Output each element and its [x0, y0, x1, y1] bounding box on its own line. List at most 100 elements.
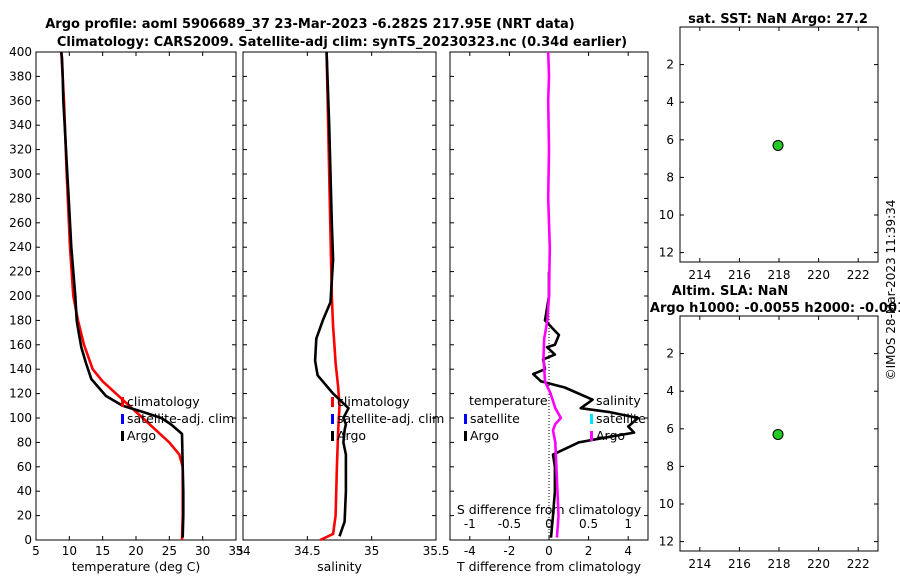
sal-legend-swatch — [331, 431, 334, 441]
figure-title-line1: Argo profile: aoml 5906689_37 23-Mar-202… — [45, 17, 575, 32]
sal-legend-swatch — [331, 414, 334, 424]
temp-xtick-label: 5 — [32, 544, 40, 558]
sla-xtick-label: 214 — [688, 557, 711, 571]
temp-ytick-label: 220 — [9, 265, 32, 279]
sst-xtick-label: 220 — [807, 268, 830, 282]
diff-t-legend-swatch — [464, 414, 467, 424]
temp-ytick-label: 20 — [17, 509, 32, 523]
sal-frame — [242, 51, 437, 541]
temp-legend-label: Argo — [127, 428, 156, 443]
watermark: ©IMOS 28-Mar-2023 11:39:34 — [884, 200, 898, 381]
temp-ytick-label: 400 — [9, 45, 32, 59]
temp-ytick-label: 80 — [17, 435, 32, 449]
diff-xlabel: T difference from climatology — [456, 559, 642, 574]
temp-ytick-label: 100 — [9, 411, 32, 425]
temp-legend-swatch — [121, 414, 124, 424]
sst-ytick-label: 8 — [666, 170, 674, 184]
temp-series-argo — [60, 51, 185, 538]
diff-s-legend-swatch — [590, 431, 593, 441]
diff-s-tick-label: 0 — [545, 517, 553, 531]
diff-series-t-argo — [531, 271, 640, 538]
sla-ytick-label: 12 — [659, 535, 674, 549]
temp-ytick-label: 280 — [9, 191, 32, 205]
sst-ytick-label: 6 — [666, 133, 674, 147]
diff-s-tick-label: 1 — [624, 517, 632, 531]
sst-ytick-label: 12 — [659, 246, 674, 260]
sla-ytick-label: 8 — [666, 459, 674, 473]
diff-t-legend-swatch — [464, 431, 467, 441]
temp-legend-label: satellite-adj. clim — [127, 411, 234, 426]
diff-xtick-label: 0 — [545, 544, 553, 558]
sst-xtick-label: 214 — [688, 268, 711, 282]
temp-ytick-label: 380 — [9, 69, 32, 83]
diff-t-legend-label: satellite — [470, 411, 520, 426]
temp-legend-swatch — [121, 431, 124, 441]
sla-xtick-label: 216 — [728, 557, 751, 571]
figure-title-line2: Climatology: CARS2009. Satellite-adj cli… — [57, 35, 627, 50]
diff-xtick-label: 4 — [624, 544, 632, 558]
temp-ytick-label: 300 — [9, 167, 32, 181]
sst-xtick-label: 216 — [728, 268, 751, 282]
sla-ytick-label: 10 — [659, 497, 674, 511]
diff-s-legend-swatch — [590, 414, 593, 424]
temp-ytick-label: 180 — [9, 313, 32, 327]
diff-t-legend-label: Argo — [470, 428, 499, 443]
sla-ytick-label: 6 — [666, 422, 674, 436]
temp-ytick-label: 120 — [9, 387, 32, 401]
sla-ytick-label: 2 — [666, 347, 674, 361]
sal-xtick-label: 35.5 — [423, 544, 450, 558]
sst-title: sat. SST: NaN Argo: 27.2 — [688, 12, 868, 27]
sal-xtick-label: 34.5 — [294, 544, 321, 558]
sst-xtick-label: 218 — [768, 268, 791, 282]
diff-legend-left-title: temperature — [469, 393, 548, 408]
temp-ytick-label: 260 — [9, 216, 32, 230]
sst-xtick-label: 222 — [847, 268, 870, 282]
sal-xtick-label: 35 — [364, 544, 379, 558]
temp-xtick-label: 20 — [128, 544, 143, 558]
diff-xtick-label: -4 — [464, 544, 476, 558]
sla-title: Altim. SLA: NaN — [672, 284, 788, 299]
diff-xtick-label: 2 — [585, 544, 593, 558]
diff-series-s-argo — [542, 51, 563, 538]
sst-ytick-label: 2 — [666, 58, 674, 72]
temp-ytick-label: 60 — [17, 460, 32, 474]
sst-point — [772, 139, 784, 151]
temp-ytick-label: 360 — [9, 94, 32, 108]
temp-xtick-label: 25 — [162, 544, 177, 558]
diff-s-legend-label: Argo — [596, 428, 625, 443]
sla-xtick-label: 218 — [768, 557, 791, 571]
sla-point — [772, 428, 784, 440]
diff-s-tick-label: -0.5 — [498, 517, 521, 531]
temp-frame — [35, 51, 237, 541]
temp-ytick-label: 40 — [17, 484, 32, 498]
temp-xtick-label: 15 — [95, 544, 110, 558]
sst-ytick-label: 4 — [666, 95, 674, 109]
sal-series-argo — [313, 51, 350, 537]
sla-subtitle: Argo h1000: -0.0055 h2000: -0.001 — [650, 301, 900, 316]
sst-ytick-label: 10 — [659, 208, 674, 222]
sal-legend-swatch — [331, 397, 334, 407]
sal-xlabel: salinity — [317, 559, 362, 574]
temp-ytick-label: 140 — [9, 362, 32, 376]
sal-xtick-label: 34 — [235, 544, 250, 558]
temp-xtick-label: 30 — [195, 544, 210, 558]
sal-series-climatology — [319, 51, 341, 542]
temp-xtick-label: 10 — [62, 544, 77, 558]
temp-ytick-label: 340 — [9, 118, 32, 132]
sal-legend-label: satellite-adj. clim — [337, 411, 444, 426]
diff-xtick-label: -2 — [503, 544, 515, 558]
temp-legend-label: climatology — [127, 394, 200, 409]
diff-s-legend-label: satellite — [596, 411, 646, 426]
temp-ytick-label: 320 — [9, 143, 32, 157]
sla-xtick-label: 220 — [807, 557, 830, 571]
temp-legend-swatch — [121, 397, 124, 407]
diff-s-tick-label: 0.5 — [579, 517, 598, 531]
diff-s-tick-label: -1 — [464, 517, 476, 531]
sal-legend-label: climatology — [337, 394, 410, 409]
sal-legend-label: Argo — [337, 428, 366, 443]
diff-top-xlabel: S difference from climatology — [457, 502, 642, 517]
sla-ytick-label: 4 — [666, 384, 674, 398]
temp-xlabel: temperature (deg C) — [72, 559, 201, 574]
diff-legend-right-title: salinity — [596, 393, 641, 408]
